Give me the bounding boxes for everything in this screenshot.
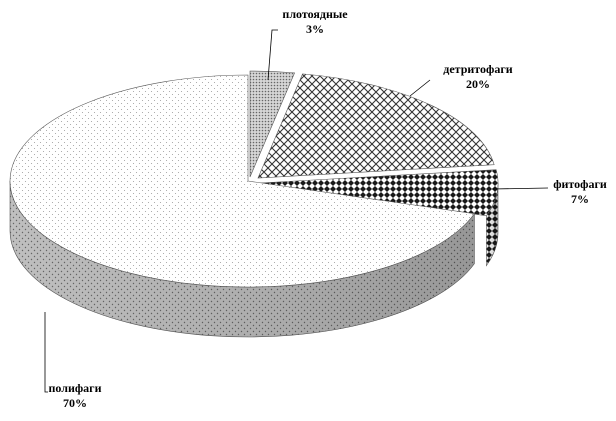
leader-line-3 <box>491 187 549 190</box>
leader-line-1 <box>267 29 278 81</box>
slice-name-2: детритофаги <box>443 62 513 76</box>
pie-tops <box>9 70 499 288</box>
pie-side-shade-3 <box>486 183 498 266</box>
slice-percent-2: 20% <box>466 77 490 91</box>
pie-side-shade-4 <box>10 181 475 337</box>
slice-percent-4: 70% <box>63 396 87 410</box>
slice-percent-1: 3% <box>306 22 324 36</box>
slice-name-1: плотоядные <box>282 7 348 21</box>
pie-slice-4 <box>9 74 475 288</box>
pie-slice-1 <box>249 70 296 178</box>
slice-name-4: полифаги <box>48 381 101 395</box>
leader-line-2 <box>409 79 431 97</box>
pie-slice-2 <box>257 73 495 179</box>
pie-slice-3 <box>259 169 499 217</box>
leader-line-4 <box>44 312 48 393</box>
slice-name-3: фитофаги <box>553 177 607 191</box>
slice-percent-3: 7% <box>571 192 589 206</box>
